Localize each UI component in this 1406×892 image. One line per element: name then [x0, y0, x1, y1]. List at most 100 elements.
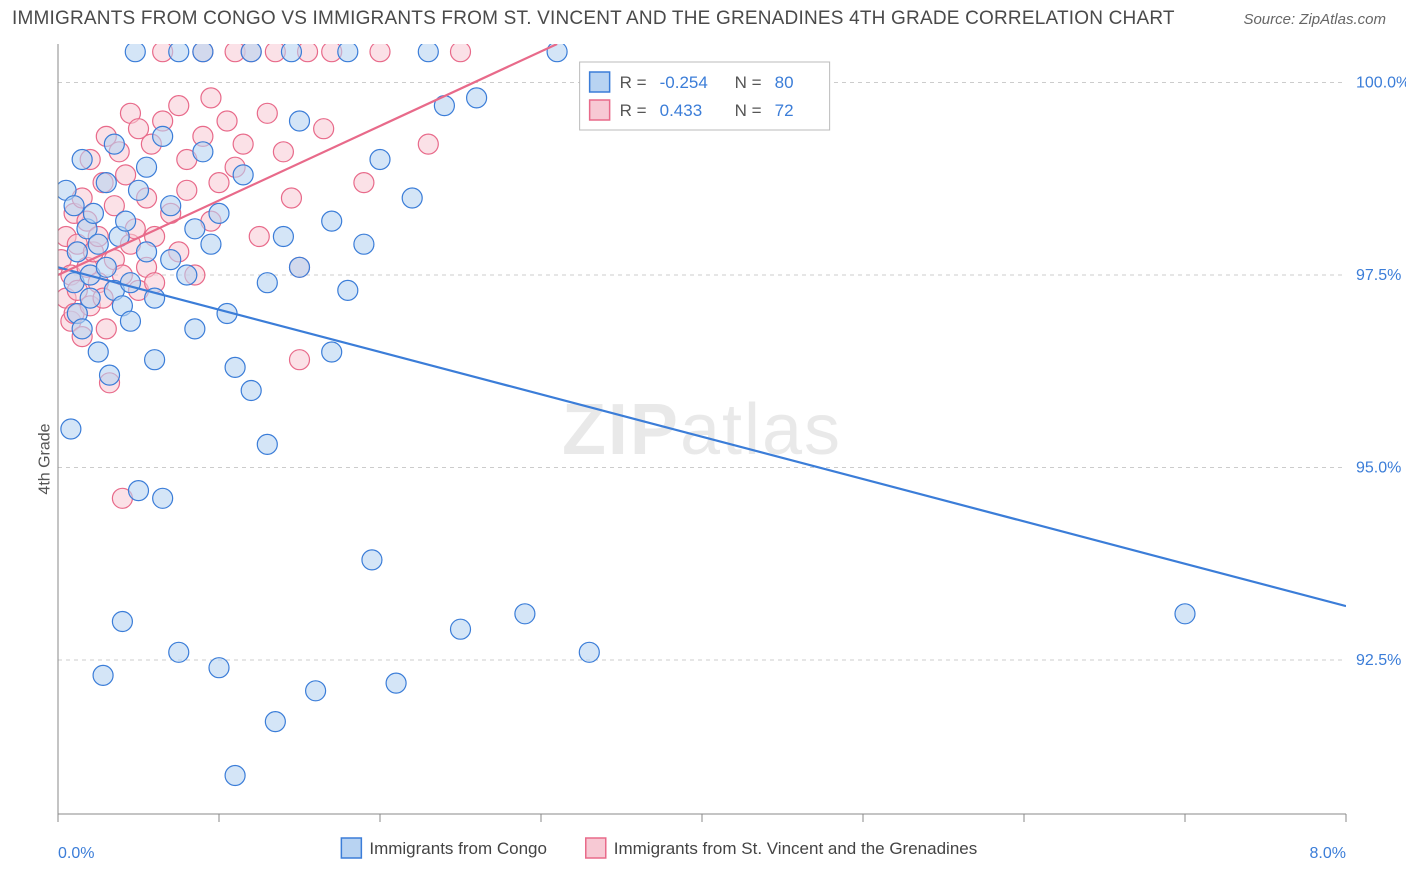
stats-r-label: R =	[620, 101, 647, 120]
data-point	[177, 180, 197, 200]
data-point	[145, 350, 165, 370]
data-point	[233, 165, 253, 185]
data-point	[362, 550, 382, 570]
data-point	[120, 311, 140, 331]
data-point	[338, 280, 358, 300]
stats-swatch	[590, 100, 610, 120]
data-point	[104, 134, 124, 154]
data-point	[177, 265, 197, 285]
data-point	[209, 173, 229, 193]
data-point	[169, 96, 189, 116]
chart-source: Source: ZipAtlas.com	[1243, 11, 1386, 28]
data-point	[225, 357, 245, 377]
legend-label: Immigrants from Congo	[369, 839, 547, 858]
data-point	[265, 712, 285, 732]
data-point	[370, 150, 390, 170]
data-point	[201, 234, 221, 254]
data-point	[72, 319, 92, 339]
data-point	[153, 126, 173, 146]
data-point	[96, 319, 116, 339]
data-point	[241, 381, 261, 401]
data-point	[241, 42, 261, 62]
data-point	[209, 658, 229, 678]
data-point	[451, 42, 471, 62]
y-tick-label: 100.0%	[1356, 75, 1406, 92]
data-point	[112, 612, 132, 632]
legend-swatch	[586, 838, 606, 858]
scatter-chart: 92.5% 95.0% 97.5% 100.0% ZIPatlas 0.0% 8.0% Imm…	[0, 34, 1406, 884]
data-point	[290, 350, 310, 370]
chart-header: IMMIGRANTS FROM CONGO VS IMMIGRANTS FROM…	[0, 0, 1406, 34]
data-point	[201, 88, 221, 108]
data-point	[72, 150, 92, 170]
watermark: ZIPatlas	[562, 390, 842, 470]
data-point	[153, 488, 173, 508]
data-point	[137, 157, 157, 177]
data-point	[169, 642, 189, 662]
stats-r-label: R =	[620, 73, 647, 92]
data-point	[281, 42, 301, 62]
data-point	[322, 342, 342, 362]
y-tick-label: 92.5%	[1356, 652, 1401, 669]
data-point	[290, 111, 310, 131]
data-point	[193, 142, 213, 162]
data-point	[217, 111, 237, 131]
data-point	[100, 365, 120, 385]
data-point	[354, 234, 374, 254]
chart-title: IMMIGRANTS FROM CONGO VS IMMIGRANTS FROM…	[12, 8, 1175, 30]
data-point	[273, 227, 293, 247]
data-point	[61, 419, 81, 439]
x-tick-label: 0.0%	[58, 845, 94, 862]
data-point	[402, 188, 422, 208]
stats-r-value: 0.433	[660, 101, 703, 120]
data-point	[129, 481, 149, 501]
data-point	[257, 273, 277, 293]
data-point	[120, 273, 140, 293]
stats-n-label: N =	[735, 73, 762, 92]
y-tick-label: 95.0%	[1356, 460, 1401, 477]
data-point	[125, 42, 145, 62]
stats-n-value: 80	[775, 73, 794, 92]
data-point	[185, 319, 205, 339]
data-point	[386, 673, 406, 693]
data-point	[67, 242, 87, 262]
data-point	[88, 234, 108, 254]
data-point	[249, 227, 269, 247]
data-point	[161, 196, 181, 216]
data-point	[579, 642, 599, 662]
stats-n-value: 72	[775, 101, 794, 120]
data-point	[290, 257, 310, 277]
y-axis-label: 4th Grade	[37, 423, 55, 494]
data-point	[225, 766, 245, 786]
data-point	[257, 434, 277, 454]
regression-line	[58, 267, 1346, 606]
data-point	[515, 604, 535, 624]
data-point	[96, 257, 116, 277]
data-point	[418, 134, 438, 154]
data-point	[88, 342, 108, 362]
data-point	[338, 42, 358, 62]
data-point	[354, 173, 374, 193]
stats-swatch	[590, 72, 610, 92]
data-point	[80, 288, 100, 308]
data-point	[1175, 604, 1195, 624]
data-point	[281, 188, 301, 208]
data-point	[161, 250, 181, 270]
chart-area: 4th Grade 92.5% 95.0% 97.5% 100.0% ZIPatlas 0…	[0, 34, 1406, 884]
data-point	[185, 219, 205, 239]
stats-r-value: -0.254	[660, 73, 708, 92]
data-point	[116, 211, 136, 231]
data-point	[467, 88, 487, 108]
data-point	[370, 42, 390, 62]
y-tick-label: 97.5%	[1356, 267, 1401, 284]
data-point	[129, 180, 149, 200]
data-point	[418, 42, 438, 62]
data-point	[83, 203, 103, 223]
data-point	[209, 203, 229, 223]
x-tick-label: 8.0%	[1310, 845, 1346, 862]
legend-label: Immigrants from St. Vincent and the Gren…	[614, 839, 977, 858]
data-point	[233, 134, 253, 154]
data-point	[257, 103, 277, 123]
data-point	[451, 619, 471, 639]
stats-n-label: N =	[735, 101, 762, 120]
